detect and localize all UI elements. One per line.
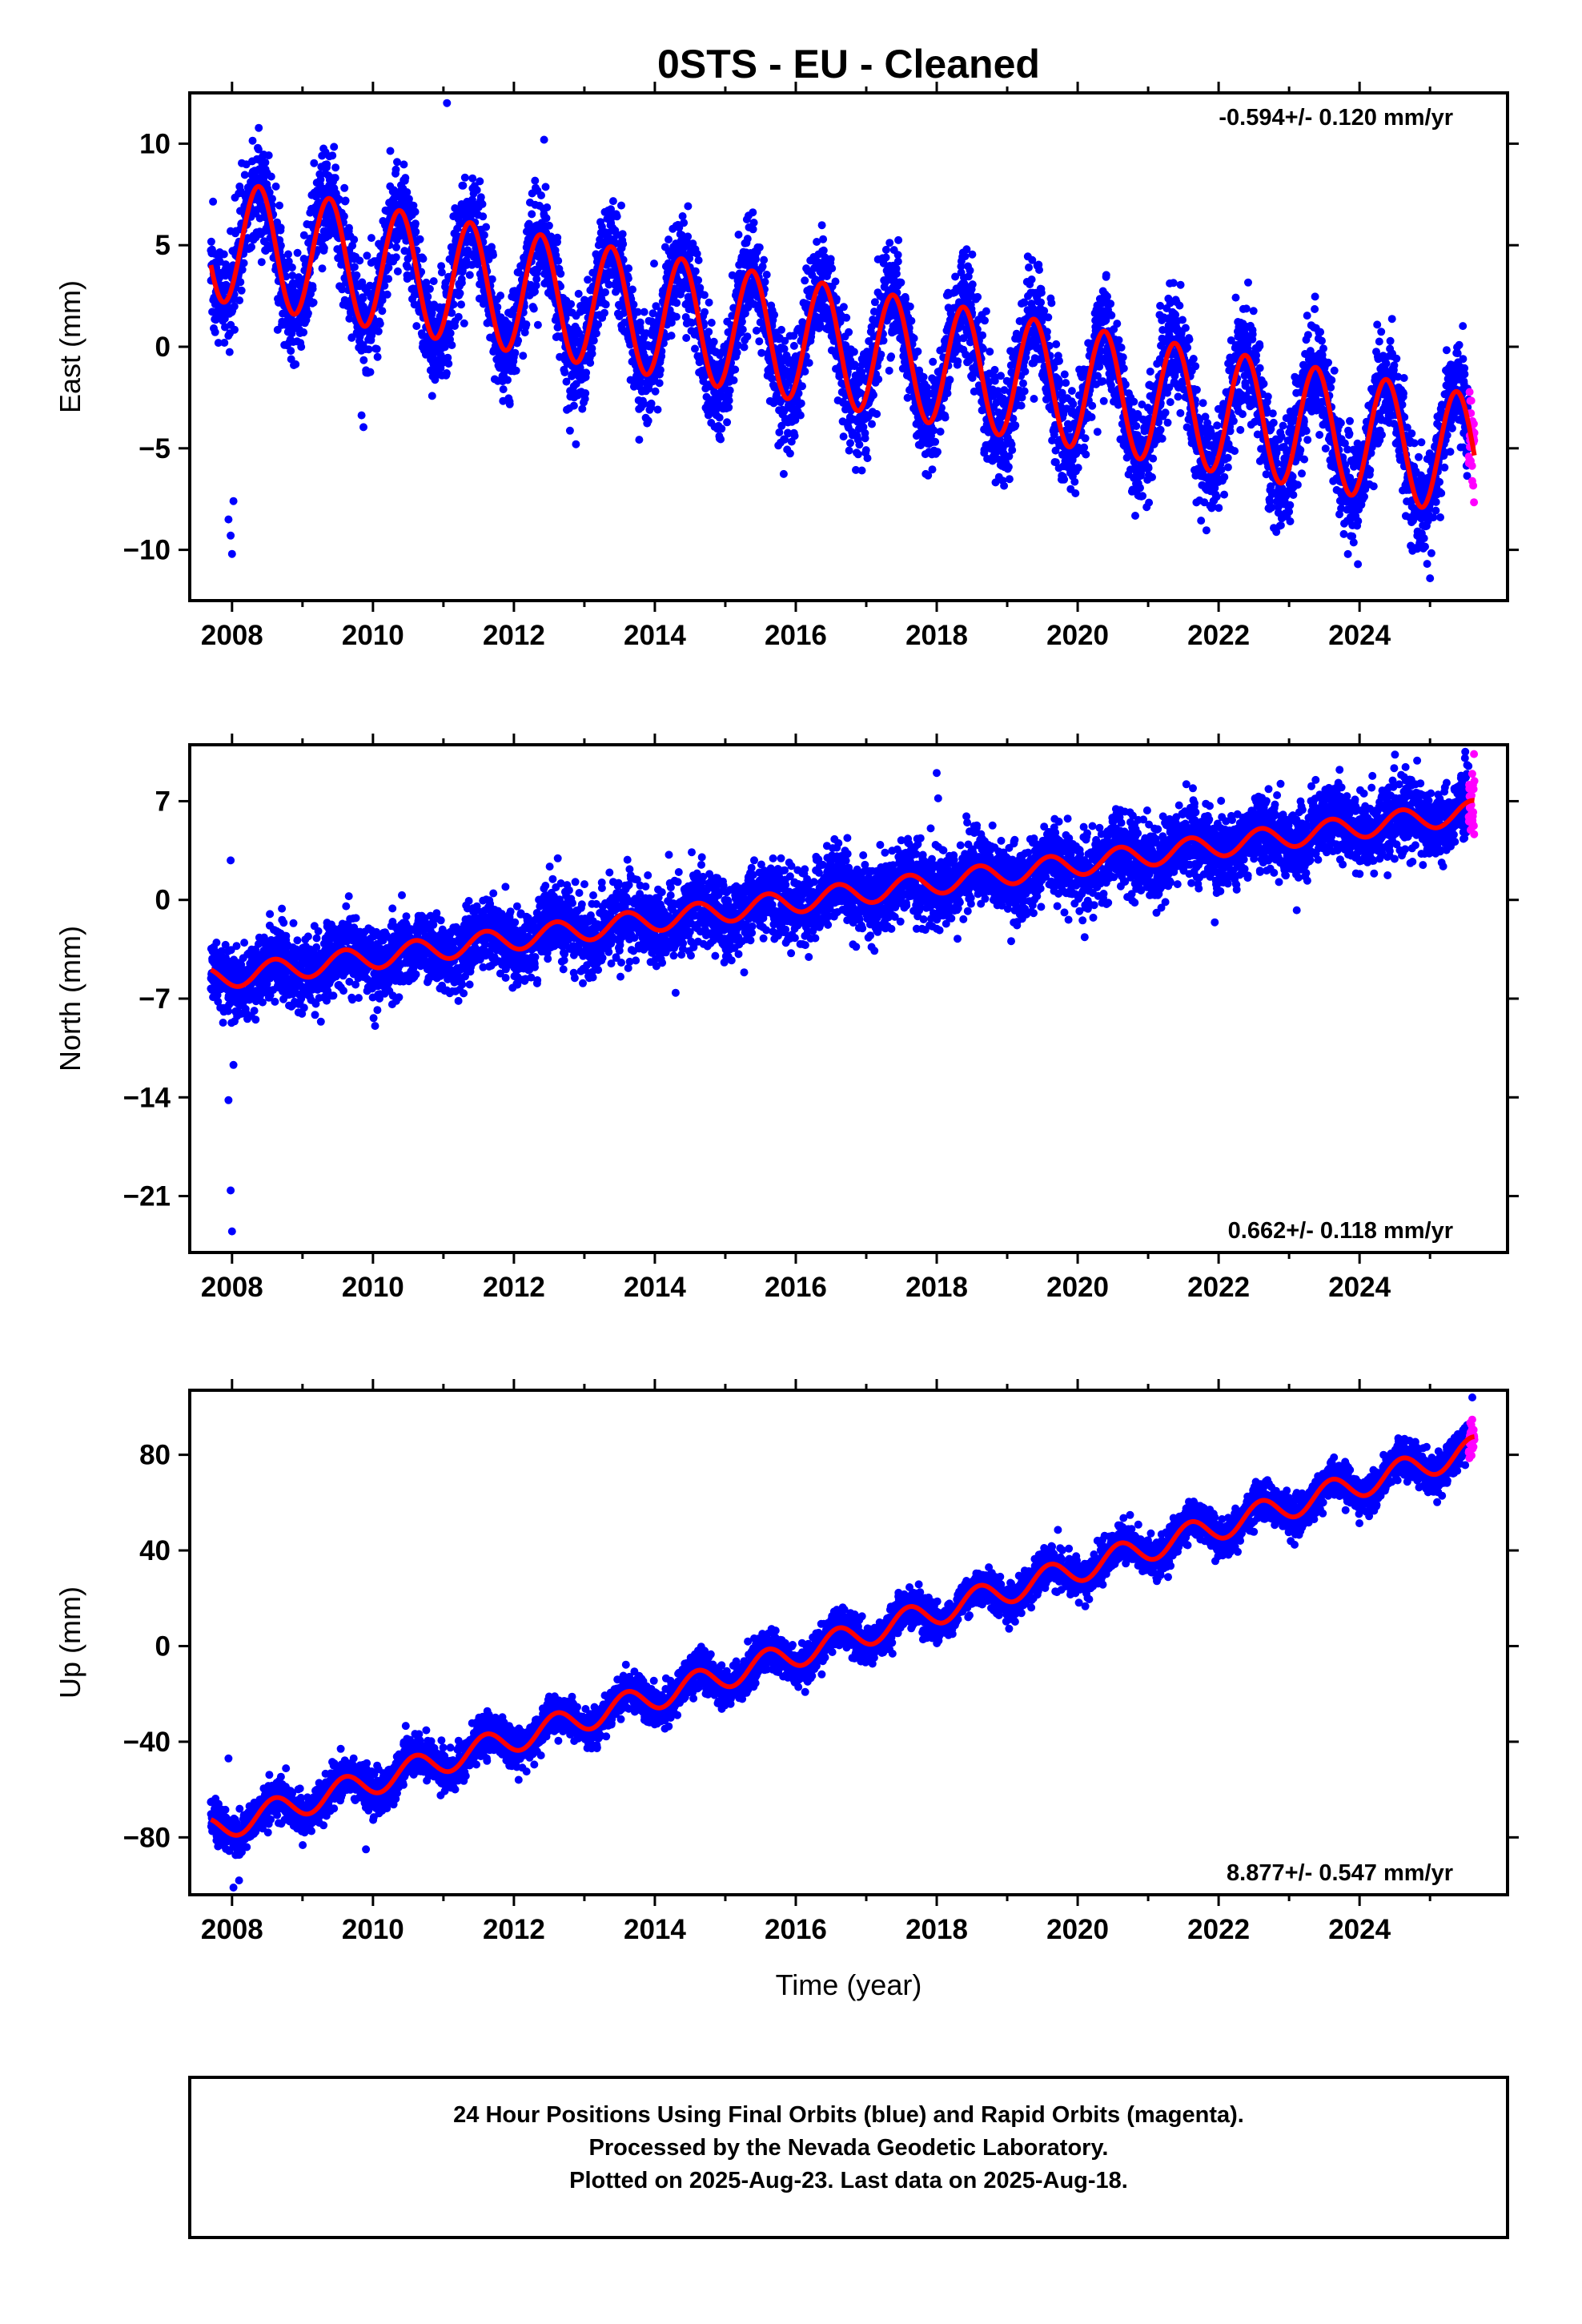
x-tick-label: 2022: [1187, 1272, 1250, 1303]
x-tick-label: 2014: [624, 1272, 686, 1303]
x-tick-label: 2024: [1328, 1914, 1391, 1945]
east-plot-area: [207, 99, 1479, 583]
x-tick-label: 2008: [201, 620, 263, 651]
x-tick-label: 2024: [1328, 1272, 1391, 1303]
model-fit-line: [208, 183, 1477, 510]
footer-line-2: Processed by the Nevada Geodetic Laborat…: [589, 2135, 1109, 2161]
x-tick-label: 2012: [483, 1272, 545, 1303]
up-plot-area: [207, 1393, 1479, 1892]
x-tick-label: 2010: [342, 1914, 404, 1945]
x-tick-label: 2018: [905, 1272, 968, 1303]
up-ticks: 2008 2010 2012 2014 2016 2018 2020 2022 2024 80 40…: [123, 1379, 1519, 1945]
x-tick-label: 2016: [765, 1914, 827, 1945]
chart-title: 0STS - EU - Cleaned: [657, 42, 1040, 86]
x-tick-label: 2012: [483, 1914, 545, 1945]
north-y-axis-label: North (mm): [54, 926, 86, 1072]
x-tick-label: 2010: [342, 1272, 404, 1303]
x-tick-label: 2012: [483, 620, 545, 651]
y-tick-label: −5: [139, 433, 171, 464]
rapid-orbit-points: [1464, 750, 1479, 838]
north-panel: 2008 2010 2012 2014 2016 2018 2020 2022 2024 7 0 −7…: [54, 734, 1519, 1303]
y-tick-label: 0: [155, 332, 171, 363]
east-ticks: 2008 2010 2012 2014 2016 2018 2020 2022 2024 10 5 0…: [123, 82, 1519, 651]
north-rate-label: 0.662+/- 0.118 mm/yr: [1228, 1218, 1453, 1244]
east-y-axis-label: East (mm): [54, 280, 86, 413]
y-tick-label: −7: [139, 983, 171, 1015]
y-tick-label: −40: [123, 1727, 171, 1758]
east-panel: 2008 2010 2012 2014 2016 2018 2020 2022 2024 10 5 0…: [54, 82, 1519, 651]
model-fit-line: [209, 1434, 1476, 1838]
y-tick-label: 40: [139, 1535, 171, 1566]
up-frame: [188, 1389, 1509, 1896]
x-tick-label: 2010: [342, 620, 404, 651]
y-tick-label: 0: [155, 1630, 171, 1662]
x-tick-label: 2018: [905, 1914, 968, 1945]
x-tick-label: 2024: [1328, 620, 1391, 651]
final-orbit-points: [207, 750, 1473, 1031]
footer-line-3: Plotted on 2025-Aug-23. Last data on 202…: [569, 2168, 1128, 2193]
x-tick-label: 2014: [624, 620, 686, 651]
x-tick-label: 2014: [624, 1914, 686, 1945]
y-tick-label: 80: [139, 1440, 171, 1471]
up-rate-label: 8.877+/- 0.547 mm/yr: [1227, 1860, 1453, 1886]
up-panel: 2008 2010 2012 2014 2016 2018 2020 2022 2024 80 40…: [54, 1379, 1519, 1945]
up-y-axis-label: Up (mm): [54, 1586, 86, 1699]
north-plot-area: [207, 747, 1479, 1236]
model-fit-line: [209, 798, 1476, 989]
y-tick-label: 5: [155, 230, 171, 261]
final-orbit-points: [207, 123, 1473, 569]
outlier-points: [224, 747, 1470, 1236]
north-ticks: 2008 2010 2012 2014 2016 2018 2020 2022 2024 7 0 −7…: [123, 734, 1519, 1303]
x-tick-label: 2022: [1187, 620, 1250, 651]
x-tick-label: 2018: [905, 620, 968, 651]
east-rate-label: -0.594+/- 0.120 mm/yr: [1219, 105, 1453, 131]
y-tick-label: 0: [155, 885, 171, 916]
y-tick-label: 10: [139, 128, 171, 159]
x-tick-label: 2022: [1187, 1914, 1250, 1945]
x-tick-label: 2016: [765, 1272, 827, 1303]
y-tick-label: −10: [123, 535, 171, 566]
x-tick-label: 2016: [765, 620, 827, 651]
footer-box: [188, 2076, 1509, 2239]
x-tick-label: 2008: [201, 1272, 263, 1303]
x-tick-label: 2020: [1046, 620, 1109, 651]
x-tick-label: 2008: [201, 1914, 263, 1945]
y-tick-label: −14: [123, 1082, 171, 1113]
x-tick-label: 2020: [1046, 1272, 1109, 1303]
outlier-points: [224, 99, 1435, 583]
footer-line-1: 24 Hour Positions Using Final Orbits (bl…: [453, 2102, 1244, 2128]
y-tick-label: −21: [123, 1181, 171, 1212]
outlier-points: [224, 1393, 1476, 1892]
final-orbit-points: [207, 1421, 1473, 1860]
x-tick-label: 2020: [1046, 1914, 1109, 1945]
y-tick-label: 7: [155, 786, 171, 817]
y-tick-label: −80: [123, 1822, 171, 1853]
x-axis-label: Time (year): [776, 1968, 922, 2001]
